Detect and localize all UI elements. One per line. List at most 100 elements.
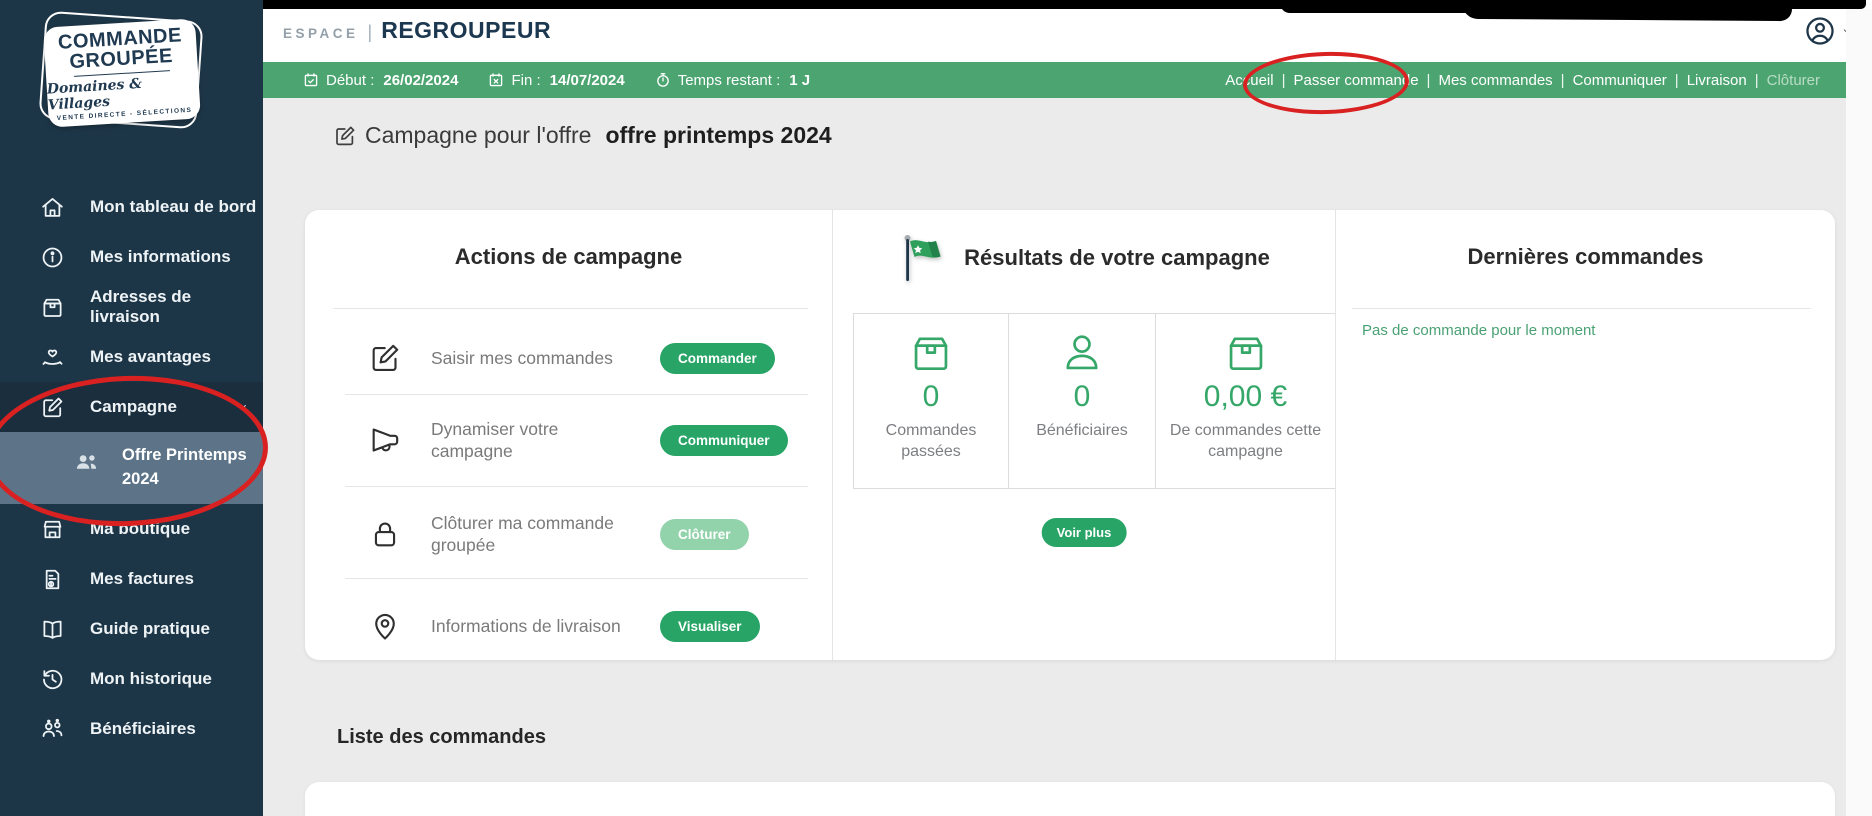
nav-link-cloturer: Clôturer	[1766, 71, 1820, 89]
nav-link-accueil[interactable]: Accueil	[1225, 71, 1274, 89]
orders-list-title: Liste des commandes	[337, 726, 546, 748]
sidebar: COMMANDE GROUPÉE Domaines & Villages VEN…	[0, 0, 263, 816]
voir-plus-button[interactable]: Voir plus	[1041, 518, 1127, 547]
logo-title-line2: GROUPÉE	[68, 44, 174, 73]
stat-label: De commandes cette campagne	[1169, 422, 1322, 460]
action-row-dynamiser: Dynamiser votre campagne Communiquer	[365, 410, 808, 470]
action-row-saisir: Saisir mes commandes Commander	[365, 328, 808, 388]
page-title-campaign-name: offre printemps 2024	[605, 122, 832, 148]
campaign-overview-card: Actions de campagne Saisir mes commandes…	[305, 210, 1835, 660]
package-icon	[40, 295, 65, 320]
action-row-cloturer: Clôturer ma commande groupée Clôturer	[365, 504, 808, 564]
map-pin-icon	[368, 609, 402, 643]
action-row-livraison: Informations de livraison Visualiser	[365, 596, 808, 656]
sidebar-nav: Mon tableau de bord Mes informations Adr…	[0, 182, 263, 754]
users-group-icon	[40, 717, 65, 742]
end-label: Fin :	[511, 71, 541, 89]
sidebar-item-campagne[interactable]: Campagne	[0, 382, 263, 432]
sidebar-subitem-offre-printemps-2024[interactable]: Offre Printemps 2024	[0, 432, 263, 504]
history-icon	[40, 667, 65, 692]
start-label: Début :	[326, 71, 375, 89]
flag-icon	[904, 235, 941, 281]
nav-link-passer-commande[interactable]: Passer commande	[1293, 71, 1419, 89]
communiquer-button[interactable]: Communiquer	[660, 424, 788, 456]
nav-link-communiquer[interactable]: Communiquer	[1572, 71, 1667, 89]
campaign-dates: Début : 26/02/2024 Fin : 14/07/2024 Temp…	[303, 72, 810, 89]
sidebar-item-beneficiaires[interactable]: Bénéficiaires	[0, 704, 263, 754]
sidebar-item-tableau-de-bord[interactable]: Mon tableau de bord	[0, 182, 263, 232]
latest-orders-column: Dernières commandes Pas de commande pour…	[1336, 210, 1835, 660]
results-stats: 0 Commandes passées 0 Bénéficiaires 0,00…	[853, 313, 1335, 489]
calendar-check-icon	[303, 72, 319, 88]
commander-button[interactable]: Commander	[660, 342, 775, 374]
info-icon	[40, 245, 65, 270]
sidebar-item-label: Guide pratique	[90, 619, 210, 638]
megaphone-icon	[368, 423, 402, 457]
sidebar-item-label: Ma boutique	[90, 519, 191, 538]
results-header: Résultats de votre campagne	[833, 232, 1335, 284]
visualiser-button[interactable]: Visualiser	[660, 610, 760, 642]
sidebar-subitem-label: Offre Printemps 2024	[122, 446, 247, 488]
sidebar-item-informations[interactable]: Mes informations	[0, 232, 263, 282]
sidebar-item-label: Mon historique	[90, 669, 212, 688]
nav-separator: |	[1674, 71, 1679, 89]
logo-card: COMMANDE GROUPÉE Domaines & Villages VEN…	[43, 18, 201, 128]
person-icon	[1059, 330, 1105, 376]
divider	[345, 486, 808, 487]
page-title: Campagne pour l'offre offre printemps 20…	[333, 122, 832, 149]
sidebar-item-avantages[interactable]: Mes avantages	[0, 332, 263, 382]
sidebar-item-label: Campagne	[90, 397, 177, 416]
divider	[345, 394, 808, 395]
package-icon	[1223, 330, 1269, 376]
home-icon	[40, 195, 65, 220]
stat-commandes-passees: 0 Commandes passées	[854, 314, 1009, 488]
heart-hand-icon	[40, 345, 65, 370]
campaign-end: Fin : 14/07/2024	[488, 71, 625, 89]
sidebar-item-label: Mes factures	[90, 569, 194, 588]
campaign-bar: Début : 26/02/2024 Fin : 14/07/2024 Temp…	[263, 62, 1846, 98]
divider	[1352, 308, 1811, 309]
espace-breadcrumb: ESPACE | REGROUPEUR	[283, 17, 551, 44]
edit-icon	[333, 124, 357, 148]
espace-label: ESPACE	[283, 26, 359, 41]
stat-value: 0	[922, 380, 940, 413]
actions-column: Actions de campagne Saisir mes commandes…	[305, 210, 833, 660]
nav-link-livraison[interactable]: Livraison	[1686, 71, 1747, 89]
main-content: Campagne pour l'offre offre printemps 20…	[263, 98, 1846, 816]
nav-separator: |	[1281, 71, 1286, 89]
space-name: REGROUPEUR	[381, 17, 552, 43]
page-title-prefix: Campagne pour l'offre	[365, 122, 592, 148]
app-logo[interactable]: COMMANDE GROUPÉE Domaines & Villages VEN…	[38, 10, 204, 130]
annotation-redaction-bar	[263, 0, 1866, 9]
no-orders-message: Pas de commande pour le moment	[1362, 322, 1596, 339]
stat-label: Commandes passées	[885, 422, 977, 460]
sidebar-item-adresses-livraison[interactable]: Adresses de livraison	[0, 282, 263, 332]
stat-value: 0	[1073, 380, 1091, 413]
nav-link-mes-commandes[interactable]: Mes commandes	[1438, 71, 1553, 89]
start-value: 26/02/2024	[383, 71, 459, 89]
annotation-redaction-blob	[1280, 0, 1490, 13]
sidebar-item-label: Mon tableau de bord	[90, 197, 257, 216]
results-title: Résultats de votre campagne	[964, 245, 1270, 270]
divider	[333, 308, 808, 309]
nav-separator: |	[1426, 71, 1431, 89]
nav-separator: |	[1560, 71, 1565, 89]
sidebar-item-factures[interactable]: Mes factures	[0, 554, 263, 604]
remaining-value: 1 J	[789, 71, 811, 89]
stat-label: Bénéficiaires	[1036, 422, 1128, 439]
sidebar-item-historique[interactable]: Mon historique	[0, 654, 263, 704]
remaining-label: Temps restant :	[677, 71, 781, 89]
latest-orders-title: Dernières commandes	[1467, 244, 1704, 269]
scrollbar-track[interactable]	[1846, 9, 1872, 816]
action-label: Dynamiser votre campagne	[431, 419, 559, 461]
timer-icon	[655, 72, 671, 88]
user-avatar-icon	[1804, 15, 1836, 47]
sidebar-item-guide-pratique[interactable]: Guide pratique	[0, 604, 263, 654]
sidebar-item-boutique[interactable]: Ma boutique	[0, 504, 263, 554]
lock-icon	[368, 517, 402, 551]
stat-beneficiaires: 0 Bénéficiaires	[1009, 314, 1156, 488]
cloturer-button: Clôturer	[660, 518, 749, 550]
divider	[345, 578, 808, 579]
nav-separator: |	[1754, 71, 1759, 89]
espace-separator: |	[367, 22, 373, 42]
